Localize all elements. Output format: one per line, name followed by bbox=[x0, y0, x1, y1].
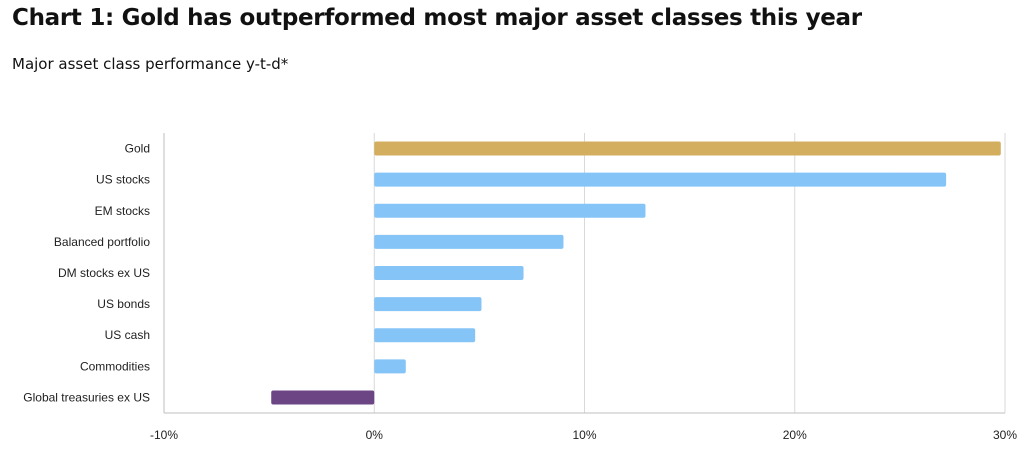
x-tick-label: -10% bbox=[150, 428, 178, 442]
bars bbox=[271, 141, 1001, 405]
category-label: US bonds bbox=[97, 297, 150, 311]
plot-frame bbox=[163, 133, 1005, 414]
bar bbox=[374, 266, 524, 280]
x-tick-label: 10% bbox=[572, 428, 596, 442]
chart-subtitle: Major asset class performance y-t-d* bbox=[12, 55, 289, 73]
category-label: Global treasuries ex US bbox=[23, 390, 150, 404]
chart-title: Chart 1: Gold has outperformed most majo… bbox=[12, 5, 862, 31]
category-label: Commodities bbox=[80, 359, 150, 373]
category-label: US cash bbox=[105, 328, 150, 342]
category-labels: Gold US stocks EM stocks Balanced portfolio… bbox=[23, 142, 150, 405]
bar bbox=[374, 297, 482, 312]
category-label: Gold bbox=[125, 142, 150, 156]
bar bbox=[374, 359, 406, 374]
bar bbox=[374, 328, 476, 343]
x-tick-label: 30% bbox=[993, 428, 1017, 442]
x-tick-label: 0% bbox=[366, 428, 384, 442]
category-label: US stocks bbox=[96, 173, 150, 187]
x-tick-labels: -10% 0% 10% 20% 30% bbox=[150, 428, 1017, 442]
bar bbox=[374, 172, 947, 187]
bar bbox=[374, 234, 564, 249]
bar bbox=[374, 203, 646, 218]
x-tick-label: 20% bbox=[783, 428, 807, 442]
category-label: Balanced portfolio bbox=[54, 235, 150, 249]
bar bbox=[271, 390, 375, 405]
category-label: EM stocks bbox=[95, 204, 150, 218]
category-label: DM stocks ex US bbox=[58, 266, 150, 280]
bar bbox=[374, 141, 1001, 156]
